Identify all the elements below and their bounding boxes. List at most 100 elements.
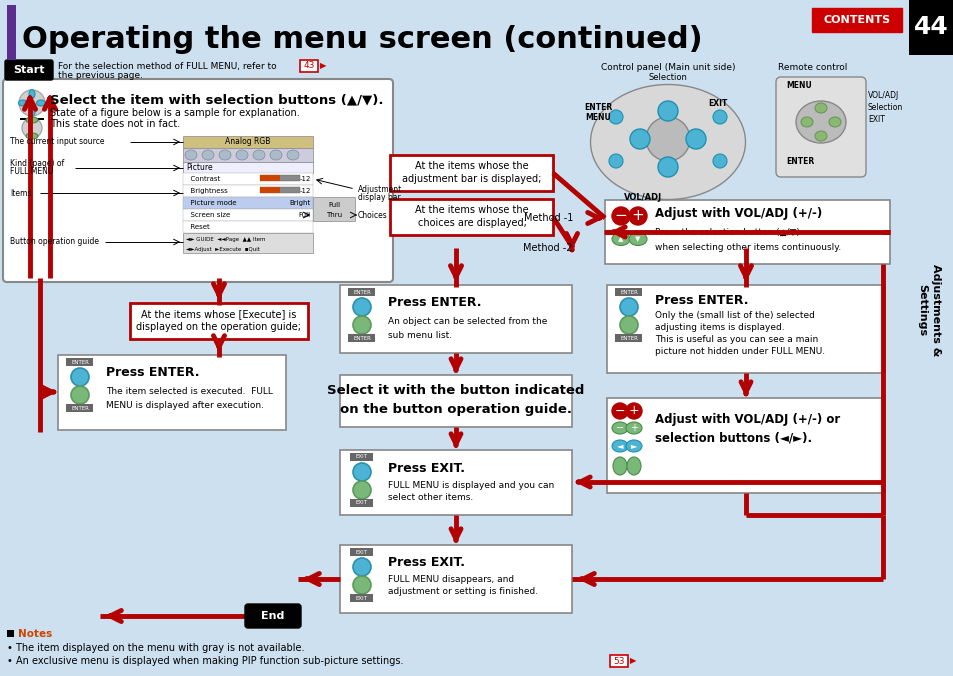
Text: Press ENTER.: Press ENTER. [106, 366, 199, 379]
Bar [339, 545, 572, 613]
Text: Operating the menu screen (continued): Operating the menu screen (continued) [22, 26, 702, 55]
Text: CONTENTS: CONTENTS [822, 15, 890, 25]
FancyBboxPatch shape [350, 548, 374, 556]
Circle shape [22, 118, 42, 138]
Bar [183, 136, 313, 148]
Bar [339, 450, 572, 515]
Bar [130, 303, 308, 339]
Circle shape [71, 368, 89, 386]
Circle shape [353, 316, 371, 334]
Text: Only the (small list of the) selected: Only the (small list of the) selected [655, 310, 814, 320]
Bar [313, 197, 355, 221]
Text: choices are displayed;: choices are displayed; [417, 218, 526, 228]
Text: ENTER: ENTER [785, 158, 814, 166]
Circle shape [628, 207, 646, 225]
Text: -12: -12 [299, 188, 311, 194]
Text: Start: Start [13, 65, 45, 75]
Text: Press EXIT.: Press EXIT. [388, 556, 464, 569]
Circle shape [625, 403, 641, 419]
Text: −: − [614, 208, 627, 224]
Text: picture not hidden under FULL MENU.: picture not hidden under FULL MENU. [655, 347, 824, 356]
Text: the previous page.: the previous page. [58, 72, 143, 80]
Circle shape [608, 110, 622, 124]
Text: EXIT: EXIT [355, 596, 368, 600]
Text: Bright: Bright [290, 200, 311, 206]
Text: Remote control: Remote control [778, 62, 847, 72]
Bar [260, 187, 280, 193]
Bar [604, 200, 889, 264]
Text: State of a figure below is a sample for explanation.: State of a figure below is a sample for … [50, 108, 299, 118]
Text: FULL MENU disappears, and: FULL MENU disappears, and [388, 575, 514, 583]
Text: display bar: display bar [357, 193, 400, 203]
Text: VOL/ADJ: VOL/ADJ [867, 91, 899, 99]
Circle shape [353, 298, 371, 316]
Text: Press ENTER.: Press ENTER. [655, 295, 748, 308]
Text: Notes: Notes [18, 629, 52, 639]
Circle shape [645, 117, 689, 161]
Text: Full: Full [298, 212, 311, 218]
Text: Press EXIT.: Press EXIT. [388, 462, 464, 475]
Text: ►: ► [630, 441, 637, 450]
Bar [260, 187, 299, 193]
Ellipse shape [795, 101, 845, 143]
Text: 44: 44 [913, 15, 947, 39]
Text: EXIT: EXIT [355, 500, 368, 506]
Text: EXIT: EXIT [355, 454, 368, 460]
Text: ENTER: ENTER [71, 360, 89, 364]
Bar [260, 175, 280, 181]
Ellipse shape [36, 100, 46, 106]
Text: selection buttons (◄/►).: selection buttons (◄/►). [655, 431, 811, 445]
Bar [339, 375, 572, 427]
Bar [339, 285, 572, 353]
Text: ▶: ▶ [319, 62, 326, 70]
Text: ▶: ▶ [629, 656, 636, 665]
Text: -12: -12 [299, 176, 311, 182]
Ellipse shape [801, 117, 812, 127]
Ellipse shape [625, 422, 641, 434]
Text: Items: Items [10, 189, 31, 197]
Text: For the selection method of FULL MENU, refer to: For the selection method of FULL MENU, r… [58, 62, 276, 70]
Bar [183, 148, 313, 162]
Bar [606, 285, 884, 373]
Text: ENTER: ENTER [583, 103, 612, 112]
Text: ENTER: ENTER [353, 335, 371, 341]
Text: End: End [261, 611, 284, 621]
Text: adjustment or setting is finished.: adjustment or setting is finished. [388, 587, 537, 596]
Ellipse shape [612, 233, 629, 245]
Text: ◄► GUIDE  ◄◄Page  ▲▲ Item: ◄► GUIDE ◄◄Page ▲▲ Item [186, 237, 265, 243]
Ellipse shape [18, 100, 28, 106]
Bar [7, 630, 14, 637]
Text: +: + [631, 208, 643, 224]
Ellipse shape [612, 440, 627, 452]
Text: select other items.: select other items. [388, 493, 473, 502]
Bar [390, 155, 553, 191]
FancyBboxPatch shape [3, 79, 393, 282]
Circle shape [619, 316, 638, 334]
Text: Selection: Selection [867, 103, 902, 112]
Bar [20, 118, 44, 120]
Text: ◄►Adjust  ►Execute  ▪Quit: ◄►Adjust ►Execute ▪Quit [186, 247, 259, 251]
Bar [183, 197, 313, 209]
Text: sub menu list.: sub menu list. [388, 331, 452, 339]
Text: Thru: Thru [326, 212, 342, 218]
Text: Full: Full [328, 202, 339, 208]
Circle shape [353, 463, 371, 481]
FancyBboxPatch shape [350, 452, 374, 460]
Text: 53: 53 [613, 656, 624, 665]
FancyBboxPatch shape [67, 404, 93, 412]
Bar [606, 398, 884, 493]
Text: Selection: Selection [648, 72, 687, 82]
Text: Reset: Reset [186, 224, 210, 230]
Text: At the items whose the: At the items whose the [415, 161, 528, 171]
Circle shape [353, 558, 371, 576]
Ellipse shape [253, 150, 265, 160]
Ellipse shape [828, 117, 841, 127]
Bar [811, 8, 901, 32]
FancyBboxPatch shape [350, 594, 374, 602]
Bar [609, 655, 627, 667]
Text: FULL MENU: FULL MENU [10, 168, 53, 176]
Ellipse shape [612, 422, 627, 434]
Circle shape [71, 386, 89, 404]
Text: VOL/ADJ: VOL/ADJ [623, 193, 661, 201]
Bar [908, 0, 953, 55]
